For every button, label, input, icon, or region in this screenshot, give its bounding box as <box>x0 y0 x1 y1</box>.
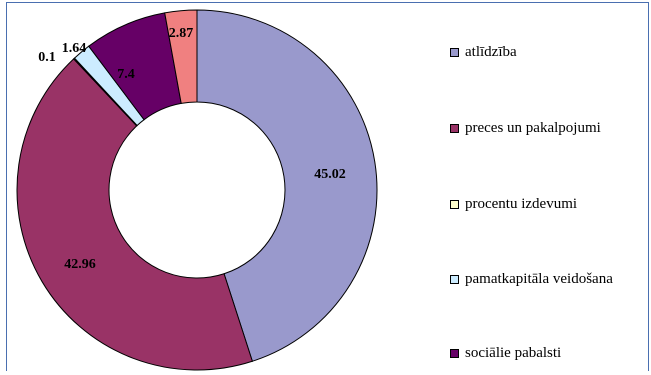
slice-value-label: 7.4 <box>117 67 135 82</box>
legend-label: preces un pakalpojumi <box>465 120 601 136</box>
legend-swatch <box>450 200 459 209</box>
legend-swatch <box>450 124 459 133</box>
legend-item-procentu: procentu izdevumi <box>450 196 577 213</box>
slice-value-label: 45.02 <box>314 167 346 182</box>
legend-swatch <box>450 48 459 57</box>
slice-value-label: 1.64 <box>62 41 87 56</box>
legend-label: atlīdzība <box>465 44 517 60</box>
legend: atlīdzība preces un pakalpojumi procentu… <box>450 0 650 375</box>
legend-label: procentu izdevumi <box>465 196 578 212</box>
legend-item-preces: preces un pakalpojumi <box>450 120 601 137</box>
legend-swatch <box>450 275 459 284</box>
donut-slice <box>16 58 253 371</box>
slice-value-label: 42.96 <box>64 257 96 272</box>
donut-slice <box>196 9 378 362</box>
legend-label: sociālie pabalsti <box>465 345 562 361</box>
legend-item-pamatkapitala: pamatkapitāla veidošana <box>450 271 613 288</box>
legend-label: pamatkapitāla veidošana <box>465 271 613 287</box>
legend-item-atlidziba: atlīdzība <box>450 44 517 61</box>
slice-value-label: 0.1 <box>38 50 56 65</box>
legend-item-socialie: sociālie pabalsti <box>450 345 561 362</box>
legend-swatch <box>450 349 459 358</box>
donut-slice <box>164 9 198 105</box>
slice-value-label: 2.87 <box>169 26 194 41</box>
